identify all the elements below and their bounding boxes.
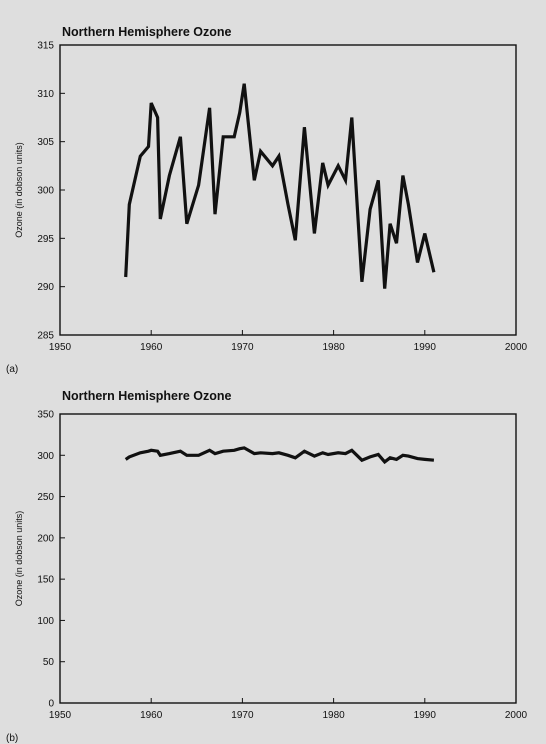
x-tick-label: 1960 [140,710,163,721]
plot-frame [59,44,517,336]
y-tick-label: 285 [37,331,54,342]
x-tick-label: 1970 [231,710,254,721]
x-tick-label: 1950 [49,342,72,353]
ozone-series-line [124,446,435,465]
y-tick-label: 200 [37,533,54,544]
y-tick-label: 315 [37,41,54,52]
y-tick-label: 150 [37,575,54,586]
panel-label: (b) [6,733,18,744]
y-tick-label: 0 [48,699,54,710]
y-tick-label: 300 [37,451,54,462]
ozone-series-line [124,83,436,289]
x-tick-label: 1960 [140,342,163,353]
x-tick-label: 2000 [505,710,528,721]
y-tick-label: 100 [37,616,54,627]
y-tick-label: 300 [37,186,54,197]
chart-title: Northern Hemisphere Ozone [62,389,232,403]
y-tick-label: 350 [37,410,54,421]
y-tick-label: 250 [37,492,54,503]
y-axis-label: Ozone (in dobson units) [14,511,24,607]
x-tick-label: 1980 [322,710,345,721]
chart-panel-a: Northern Hemisphere Ozone 1950 1960 1970 198… [6,25,528,375]
x-tick-label: 2000 [505,342,528,353]
chart-title: Northern Hemisphere Ozone [62,25,232,39]
chart-panel-b: Northern Hemisphere Ozone 1950 1960 1970 198… [6,389,528,744]
y-tick-label: 310 [37,89,54,100]
plot-frame [59,413,517,704]
y-tick-label: 295 [37,234,54,245]
x-tick-label: 1990 [414,710,437,721]
x-tick-label: 1970 [231,342,254,353]
y-tick-label: 50 [43,657,55,668]
x-tick-label: 1980 [322,342,345,353]
y-tick-label: 290 [37,282,54,293]
x-tick-label: 1950 [49,710,72,721]
x-tick-label: 1990 [414,342,437,353]
panel-label: (a) [6,364,18,375]
y-axis-label: Ozone (in dobson units) [14,142,24,238]
y-tick-label: 305 [37,137,54,148]
